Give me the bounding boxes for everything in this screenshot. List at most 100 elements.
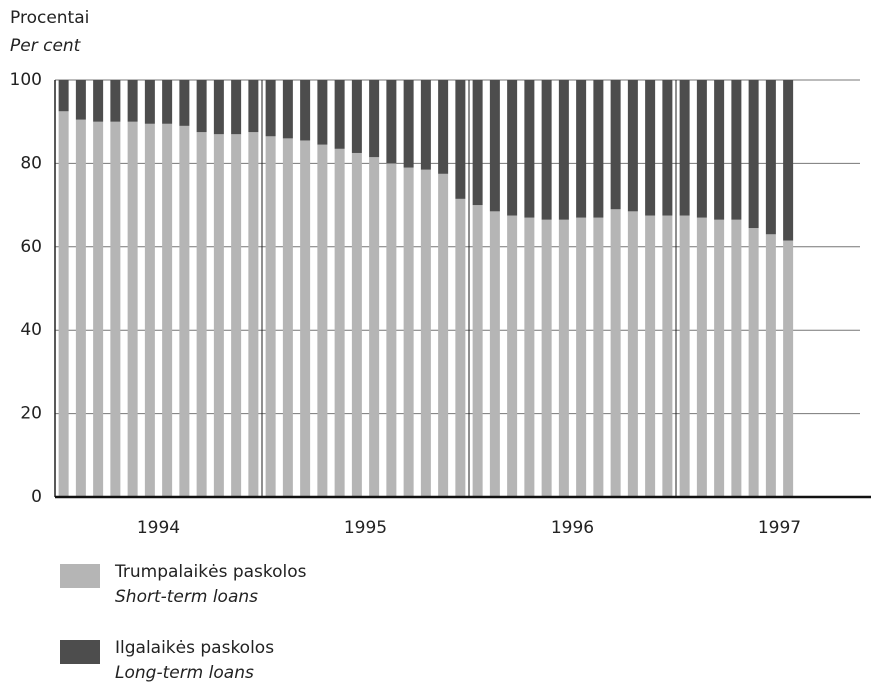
y-tick-label: 80 <box>20 153 42 173</box>
bar-segment <box>110 121 121 497</box>
bar-segment <box>265 136 276 498</box>
bar-segment <box>127 80 138 122</box>
x-group-label: 1996 <box>551 518 594 538</box>
bar-segment <box>455 80 466 199</box>
bar-segment <box>179 125 190 498</box>
bar-segment <box>196 132 207 497</box>
y-axis-label: Procentai <box>10 8 89 28</box>
bar-segment <box>558 80 569 220</box>
legend-swatch <box>60 564 100 588</box>
bar-segment <box>455 198 466 497</box>
bar-segment <box>334 148 345 497</box>
bar-segment <box>231 134 242 497</box>
bar-segment <box>386 80 397 164</box>
y-tick-label: 20 <box>20 404 42 424</box>
bar-segment <box>610 209 621 497</box>
bar-segment <box>558 219 569 497</box>
bar-segment <box>75 80 86 120</box>
bar-segment <box>162 80 173 124</box>
bar-segment <box>420 169 431 497</box>
bar-segment <box>93 121 104 497</box>
bar-segment <box>489 211 500 498</box>
bar-segment <box>196 80 207 133</box>
bar-segment <box>265 80 276 137</box>
y-tick-label: 60 <box>20 237 42 257</box>
legend-label: Trumpalaikės paskolos <box>114 562 307 582</box>
bar-segment <box>610 80 621 210</box>
bar-segment <box>420 80 431 170</box>
bar-segment <box>127 121 138 497</box>
bar-segment <box>403 167 414 497</box>
bar-segment <box>524 217 535 498</box>
bar-segment <box>144 80 155 124</box>
legend-swatch <box>60 640 100 664</box>
bar-segment <box>334 80 345 149</box>
bar-segment <box>748 80 759 229</box>
bar-segment <box>576 80 587 218</box>
bar-segment <box>386 163 397 497</box>
bar-segment <box>438 173 449 497</box>
bar-segment <box>300 140 311 497</box>
bar-segment <box>213 80 224 135</box>
bar-segment <box>541 219 552 497</box>
bar-segment <box>662 215 673 497</box>
bar-segment <box>662 80 673 216</box>
bar-segment <box>783 240 794 498</box>
legend-label: Ilgalaikės paskolos <box>115 638 274 658</box>
bar-segment <box>369 80 380 158</box>
bar-segment <box>282 80 293 139</box>
bar-segment <box>696 80 707 218</box>
bar-segment <box>696 217 707 498</box>
bar-segment <box>351 152 362 497</box>
bar-segment <box>524 80 535 218</box>
bar-segment <box>645 215 656 497</box>
bar-segment <box>282 138 293 497</box>
bar-segment <box>627 80 638 212</box>
bar-segment <box>731 80 742 220</box>
bar-segment <box>231 80 242 135</box>
bar-segment <box>300 80 311 141</box>
bar-segment <box>765 234 776 498</box>
bar-segment <box>369 157 380 497</box>
bar-segment <box>403 80 414 168</box>
bar-segment <box>714 219 725 497</box>
bar-segment <box>679 215 690 497</box>
bar-segment <box>58 80 69 112</box>
bar-segment <box>93 80 104 122</box>
bar-segment <box>248 132 259 497</box>
y-tick-label: 40 <box>20 320 42 340</box>
bar-segment <box>489 80 500 212</box>
bar-segment <box>748 228 759 497</box>
bar-segment <box>507 215 518 497</box>
y-tick-label: 0 <box>31 487 42 507</box>
x-group-label: 1995 <box>344 518 387 538</box>
bar-segment <box>783 80 794 241</box>
bar-segment <box>679 80 690 216</box>
x-group-label: 1997 <box>758 518 801 538</box>
y-tick-label: 100 <box>10 70 42 90</box>
bar-segment <box>541 80 552 220</box>
bar-segment <box>75 119 86 498</box>
bar-segment <box>627 211 638 498</box>
bar-segment <box>472 80 483 206</box>
bar-segment <box>213 134 224 497</box>
bar-segment <box>765 80 776 235</box>
bar-segment <box>731 219 742 497</box>
bar-segment <box>179 80 190 126</box>
bar-segment <box>593 80 604 218</box>
bar-segment <box>144 123 155 497</box>
bar-segment <box>714 80 725 220</box>
bar-segment <box>110 80 121 122</box>
bar-segment <box>593 217 604 498</box>
bar-segment <box>248 80 259 133</box>
bar-segment <box>317 144 328 497</box>
bar-segment <box>317 80 328 145</box>
bar-segment <box>162 123 173 497</box>
bar-segment <box>351 80 362 153</box>
bar-segment <box>576 217 587 498</box>
y-axis-label-en: Per cent <box>10 36 82 56</box>
bar-segment <box>645 80 656 216</box>
bar-segment <box>507 80 518 216</box>
legend-label-en: Long-term loans <box>115 663 254 683</box>
